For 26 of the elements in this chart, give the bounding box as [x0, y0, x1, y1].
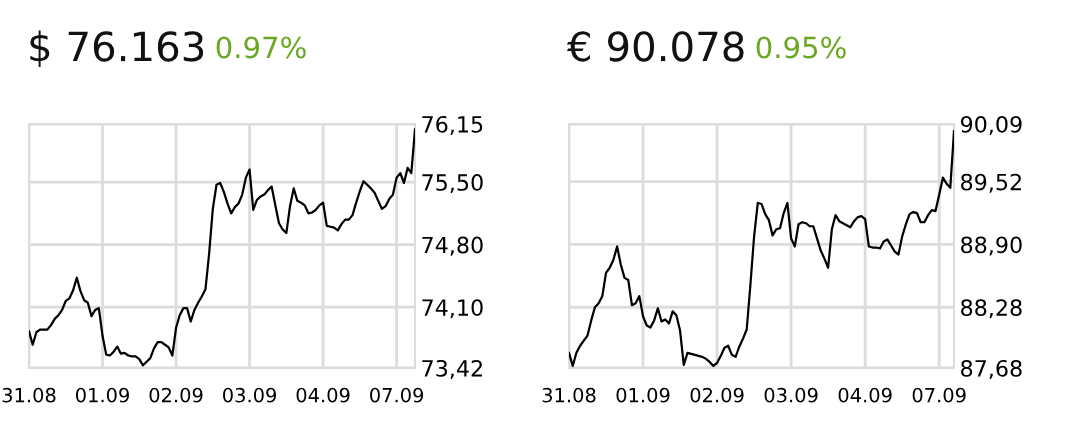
y-tick-label: 87,68 [961, 359, 1022, 380]
x-tick-label: 03.09 [223, 387, 277, 403]
y-tick-label: 75,50 [422, 174, 483, 194]
x-tick-label: 01.09 [75, 387, 129, 403]
chart-title: $ 76.163 [30, 30, 204, 68]
y-tick-label: 89,52 [961, 173, 1021, 193]
x-tick-label: 02.09 [149, 387, 203, 403]
x-tick-label: 07.09 [370, 387, 424, 403]
y-tick-label: 88,90 [961, 236, 1022, 256]
x-tick-label: 03.09 [764, 387, 818, 403]
y-tick-label: 73,42 [422, 359, 482, 380]
y-tick-label: 90,09 [960, 115, 1022, 136]
chart-subtitle: 0.97% [216, 36, 306, 59]
x-tick-label: 31.08 [542, 387, 596, 403]
x-tick-label: 04.09 [838, 387, 892, 403]
y-tick-label: 88,28 [961, 299, 1022, 319]
x-tick-label: 02.09 [690, 387, 744, 403]
chart-subtitle: 0.95% [756, 36, 846, 59]
x-tick-label: 31.08 [2, 387, 56, 403]
x-tick-label: 07.09 [912, 387, 966, 403]
y-tick-label: 76,15 [422, 115, 483, 136]
x-tick-label: 04.09 [296, 387, 350, 403]
x-tick-label: 01.09 [616, 387, 670, 403]
y-tick-label: 74,10 [422, 299, 483, 319]
chart-title: € 90.078 [567, 31, 744, 62]
y-tick-label: 74,80 [422, 236, 483, 256]
